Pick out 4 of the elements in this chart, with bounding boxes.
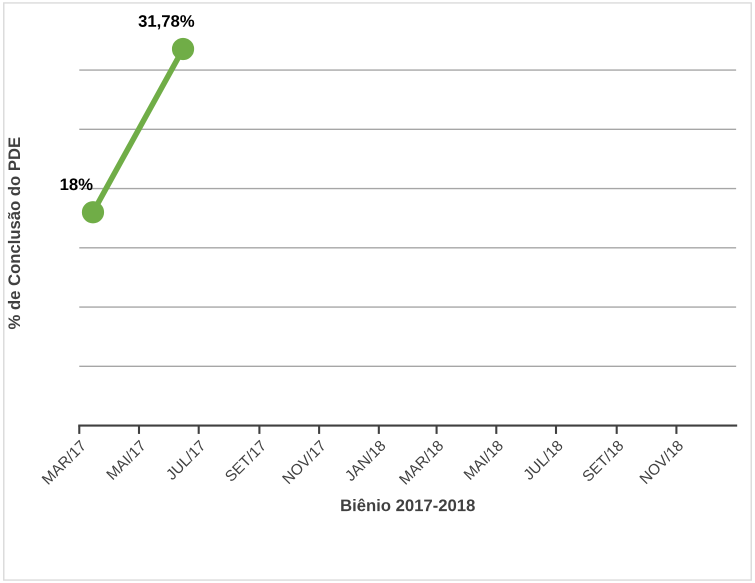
data-label: 18% [60,178,93,190]
y-axis-title: % de Conclusão do PDE [8,138,20,330]
x-axis-title: Biênio 2017-2018 [341,498,475,512]
data-label: 31,78% [138,15,194,30]
